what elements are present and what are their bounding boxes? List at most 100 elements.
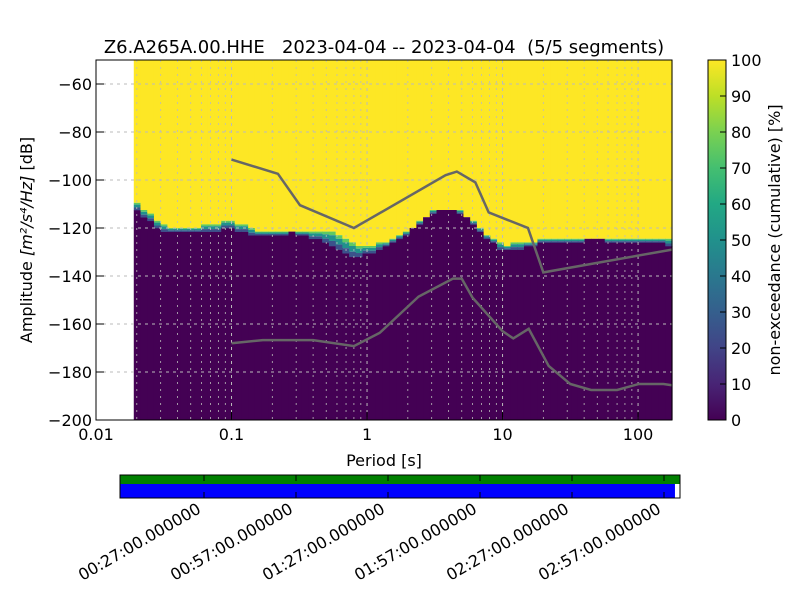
- heat-cell-0: [261, 235, 269, 420]
- heat-cell-100: [665, 60, 673, 239]
- heat-cell-100: [295, 60, 303, 232]
- heat-cell-80: [470, 220, 478, 222]
- heat-cell-80: [611, 238, 619, 240]
- colorbar-ticks: 0 10 20 30 40 50 60 70 80 90 100: [720, 51, 762, 430]
- heat-cell-20: [227, 225, 236, 229]
- heat-cell-100: [335, 60, 343, 236]
- heat-cell-100: [234, 60, 243, 225]
- heat-cell-100: [443, 60, 451, 210]
- heat-cell-80: [201, 224, 209, 227]
- heat-cell-80: [147, 213, 155, 216]
- heat-cell-80: [651, 238, 660, 240]
- heat-cell-50: [248, 229, 256, 233]
- heat-cell-0: [436, 210, 444, 420]
- heat-cell-50: [631, 239, 639, 242]
- heat-cell-50: [315, 233, 323, 237]
- heat-cell-50: [382, 243, 391, 245]
- heat-cell-100: [382, 60, 391, 243]
- heat-cell-20: [187, 230, 195, 232]
- heat-cell-0: [571, 242, 579, 420]
- heat-cell-0: [375, 249, 384, 420]
- heat-cell-0: [530, 246, 539, 420]
- colorbar-tick-label: 90: [731, 87, 751, 106]
- heat-cell-0: [335, 249, 343, 420]
- heat-cell-0: [557, 242, 565, 420]
- heat-cell-0: [328, 246, 337, 420]
- heat-cell-20: [470, 223, 478, 225]
- heat-cell-50: [396, 236, 404, 238]
- heat-cell-100: [577, 60, 586, 239]
- heat-cell-20: [571, 241, 579, 243]
- heat-cell-0: [160, 231, 169, 420]
- heat-cell-20: [295, 233, 303, 236]
- heat-cell-80: [510, 242, 518, 245]
- heat-cell-0: [476, 231, 485, 420]
- heat-cell-20: [577, 241, 586, 243]
- heat-cell-80: [160, 224, 169, 227]
- heat-cell-100: [342, 60, 350, 239]
- heat-cell-20: [402, 233, 411, 236]
- heat-cell-20: [261, 233, 269, 236]
- heat-cell-50: [503, 246, 512, 249]
- heat-cell-0: [254, 235, 263, 420]
- noise-model-nhnm: [231, 158, 673, 274]
- heat-cell-100: [248, 60, 256, 228]
- colorbar-tick-label: 0: [731, 411, 741, 430]
- heat-cell-20: [254, 233, 263, 236]
- coverage-bar: [119, 474, 681, 499]
- heat-cell-50: [604, 239, 613, 242]
- heat-cell-50: [638, 239, 646, 242]
- heat-cell-0: [396, 238, 404, 420]
- heat-cell-50: [227, 222, 236, 226]
- heat-cell-100: [362, 60, 370, 246]
- heat-cell-50: [571, 239, 579, 242]
- heat-cell-50: [611, 239, 619, 242]
- coverage-green: [120, 475, 680, 484]
- heat-cell-50: [537, 239, 545, 242]
- heat-cell-80: [187, 228, 195, 229]
- heat-cell-20: [396, 237, 404, 240]
- heat-cell-100: [611, 60, 619, 239]
- colorbar-tick-label: 40: [731, 267, 751, 286]
- heat-cell-20: [490, 241, 498, 243]
- heat-cell-50: [201, 226, 209, 230]
- heat-cell-20: [207, 229, 216, 232]
- heat-cell-80: [355, 246, 364, 249]
- heat-cell-80: [301, 231, 310, 233]
- heat-cell-0: [624, 242, 633, 420]
- heat-cell-100: [153, 60, 162, 221]
- heat-cell-20: [328, 240, 337, 247]
- heat-cell-50: [328, 235, 337, 241]
- heat-cell-100: [510, 60, 518, 243]
- heat-cell-100: [308, 60, 317, 232]
- heat-cell-20: [510, 247, 518, 250]
- heat-cell-20: [174, 230, 182, 232]
- heat-cell-80: [665, 238, 673, 241]
- heat-cell-100: [571, 60, 579, 239]
- heat-cell-100: [503, 60, 512, 246]
- heat-cell-100: [201, 60, 209, 225]
- heat-cell-80: [577, 238, 586, 240]
- x-tick-label: 100: [623, 425, 654, 444]
- heat-cell-20: [611, 241, 619, 243]
- heat-cell-0: [214, 231, 222, 420]
- heat-cell-0: [604, 242, 613, 420]
- heat-cell-80: [382, 242, 391, 244]
- heat-cell-20: [550, 241, 559, 243]
- heat-cell-100: [315, 60, 323, 232]
- heat-cell-100: [624, 60, 633, 239]
- heat-cell-100: [604, 60, 613, 239]
- heat-cell-80: [618, 238, 626, 240]
- y-tick-label: −140: [48, 267, 92, 286]
- heat-cell-0: [456, 213, 465, 420]
- heat-cell-0: [295, 235, 303, 420]
- heat-cell-80: [645, 238, 653, 240]
- heat-cell-0: [483, 238, 491, 420]
- heat-cell-0: [416, 224, 424, 420]
- heat-cell-100: [140, 60, 148, 210]
- x-tick-label: 10: [492, 425, 512, 444]
- heat-cell-0: [638, 242, 646, 420]
- heat-cell-80: [180, 228, 189, 229]
- y-axis-label: Amplitude [m²/s⁴/Hz] [dB]: [17, 137, 36, 343]
- heat-cell-100: [389, 60, 397, 239]
